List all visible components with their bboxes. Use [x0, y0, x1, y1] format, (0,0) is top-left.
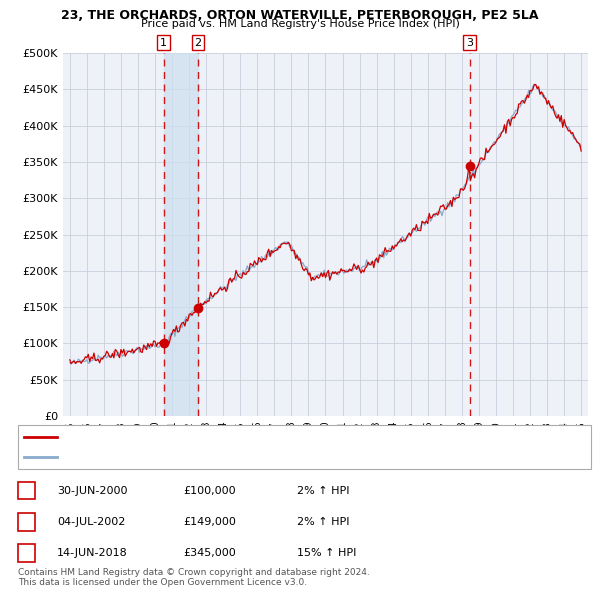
Text: £345,000: £345,000	[183, 548, 236, 558]
Text: 2% ↑ HPI: 2% ↑ HPI	[297, 486, 349, 496]
Text: £149,000: £149,000	[183, 517, 236, 527]
Bar	[164, 53, 198, 416]
Text: £100,000: £100,000	[183, 486, 236, 496]
Text: 2: 2	[194, 38, 202, 48]
Text: Price paid vs. HM Land Registry's House Price Index (HPI): Price paid vs. HM Land Registry's House …	[140, 19, 460, 30]
Text: 3: 3	[466, 38, 473, 48]
Text: HPI: Average price, detached house, City of Peterborough: HPI: Average price, detached house, City…	[62, 452, 343, 461]
Text: 23, THE ORCHARDS, ORTON WATERVILLE, PETERBOROUGH, PE2 5LA: 23, THE ORCHARDS, ORTON WATERVILLE, PETE…	[61, 9, 539, 22]
Text: Contains HM Land Registry data © Crown copyright and database right 2024.
This d: Contains HM Land Registry data © Crown c…	[18, 568, 370, 587]
Text: 1: 1	[160, 38, 167, 48]
Text: 2: 2	[23, 517, 30, 527]
Text: 1: 1	[23, 486, 30, 496]
Text: 15% ↑ HPI: 15% ↑ HPI	[297, 548, 356, 558]
Text: 2% ↑ HPI: 2% ↑ HPI	[297, 517, 349, 527]
Text: 30-JUN-2000: 30-JUN-2000	[57, 486, 128, 496]
Text: 23, THE ORCHARDS, ORTON WATERVILLE, PETERBOROUGH, PE2 5LA (detached house): 23, THE ORCHARDS, ORTON WATERVILLE, PETE…	[62, 432, 486, 442]
Text: 04-JUL-2002: 04-JUL-2002	[57, 517, 125, 527]
Text: 14-JUN-2018: 14-JUN-2018	[57, 548, 128, 558]
Text: 3: 3	[23, 548, 30, 558]
